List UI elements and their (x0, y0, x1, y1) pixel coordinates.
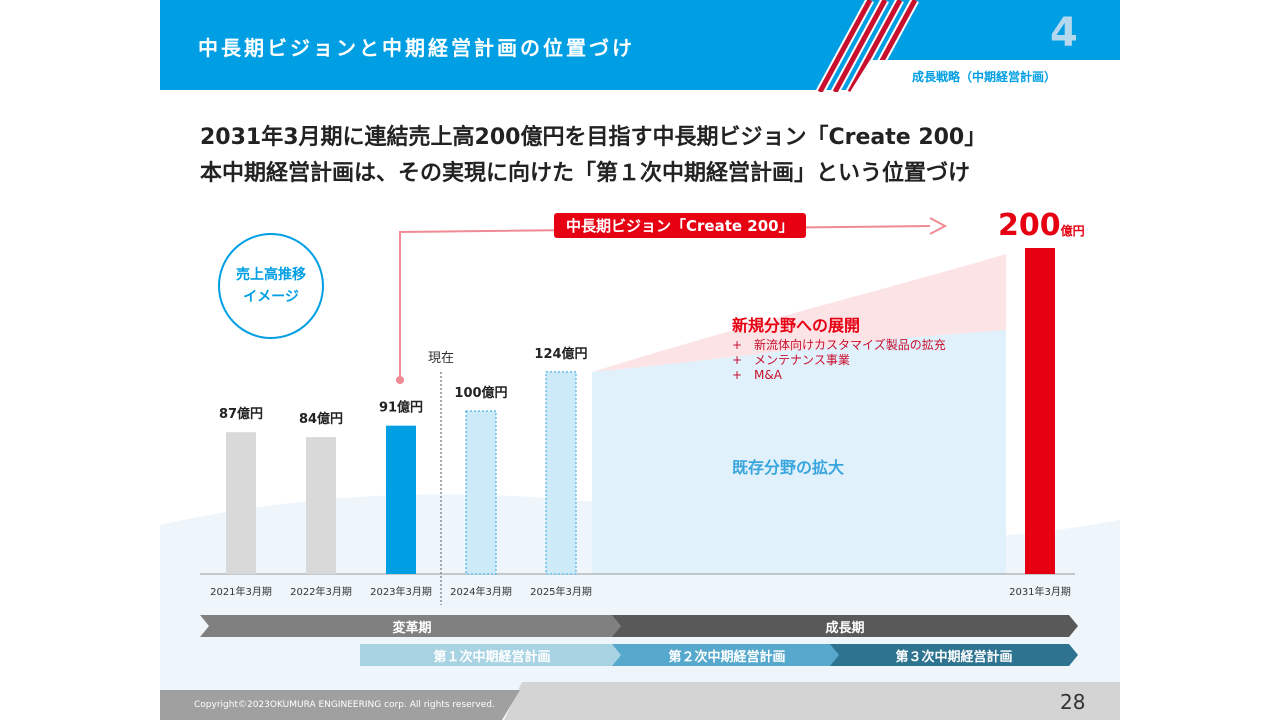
x-tick-label: 2021年3月期 (210, 585, 272, 598)
slide: 中長期ビジョンと中期経営計画の位置づけ 4 成長戦略（中期経営計画） 2031年… (160, 0, 1120, 720)
existing-field-label: 既存分野の拡大 (732, 458, 845, 477)
bar-2023年3月期 (386, 425, 416, 574)
new-field-list: + 新流体向けカスタマイズ製品の拡充 + メンテナンス事業 + M&A (732, 338, 946, 383)
phase-transformation: 変革期 (200, 615, 624, 637)
plan-2: 第２次中期経営計画 (612, 644, 842, 666)
stripes-decoration (816, 0, 919, 92)
new-field-item: + 新流体向けカスタマイズ製品の拡充 (732, 338, 946, 352)
page-number: 28 (1060, 690, 1086, 714)
goal-unit: 億円 (1060, 224, 1085, 238)
copyright: Copyright©2023OKUMURA ENGINEERING corp. … (160, 690, 520, 720)
bar-2024年3月期 (465, 410, 497, 575)
x-tick-label: 2022年3月期 (290, 585, 352, 598)
x-tick-label: 2025年3月期 (530, 585, 592, 598)
section-label: 成長戦略（中期経営計画） (912, 70, 1057, 84)
goal-number: 200 (998, 208, 1061, 243)
headline-line-1: 2031年3月期に連結売上高200億円を目指す中長期ビジョン「Create 20… (200, 125, 987, 150)
x-tick-label: 2023年3月期 (370, 585, 432, 598)
bar-value-label: 100億円 (454, 385, 507, 401)
goal-value: 200億円 (998, 208, 1085, 243)
plan-1: 第１次中期経営計画 (360, 644, 624, 666)
sales-trend-badge: 売上高推移 イメージ (218, 233, 324, 339)
headline-line-2: 本中期経営計画は、その実現に向けた「第１次中期経営計画」という位置づけ (200, 161, 971, 186)
bar-2021年3月期 (226, 432, 256, 574)
bar-2031年3月期 (1025, 248, 1055, 574)
plan-3: 第３次中期経営計画 (830, 644, 1078, 666)
arrow-origin-dot (396, 376, 404, 384)
existing-field-area (592, 330, 1006, 574)
vision-label: 中長期ビジョン「Create 200」 (554, 213, 806, 238)
new-field-area (592, 254, 1006, 372)
x-tick-label: 2024年3月期 (450, 585, 512, 598)
new-field-item: + M&A (732, 368, 782, 382)
bar-value-label: 124億円 (534, 346, 587, 362)
page-title: 中長期ビジョンと中期経営計画の位置づけ (198, 36, 635, 60)
new-field-item: + メンテナンス事業 (732, 353, 850, 367)
bar-value-label: 87億円 (219, 406, 263, 422)
new-field-title: 新規分野への展開 (732, 316, 861, 335)
now-label: 現在 (428, 351, 455, 366)
bar-value-label: 84億円 (299, 411, 343, 427)
bar-2025年3月期 (545, 371, 577, 575)
x-tick-label: 2031年3月期 (1009, 585, 1071, 598)
footer-band (504, 682, 1120, 720)
section-number: 4 (1050, 10, 1078, 56)
growth-areas: 87億円 2021年3月期 84億円 2022年3月期 91億円 2023年3月期 100億… (200, 217, 1075, 605)
headline: 2031年3月期に連結売上高200億円を目指す中長期ビジョン「Create 20… (200, 120, 986, 192)
bar-2022年3月期 (306, 437, 336, 574)
arrow-head-icon (929, 217, 948, 235)
bar-value-label: 91億円 (379, 400, 423, 416)
section-tab (850, 60, 1120, 92)
phase-growth: 成長期 (612, 615, 1078, 637)
